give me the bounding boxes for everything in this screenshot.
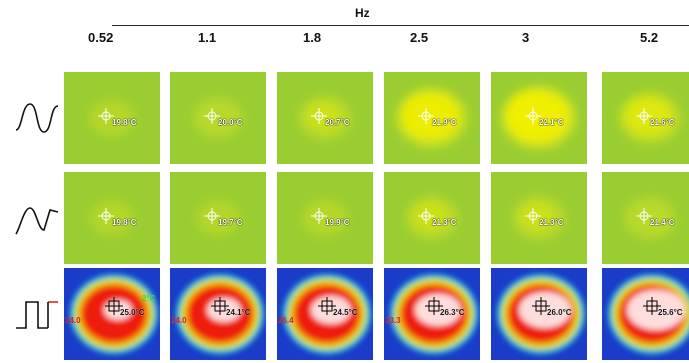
thermal-image-r2-c5: 25.6°C [602, 268, 689, 360]
thermal-image-r2-c4: 26.0°C [491, 268, 587, 360]
temperature-readout: 21.3°C [539, 218, 564, 227]
temperature-readout: 21.6°C [650, 118, 675, 127]
thermal-image-r2-c1: 24.1°C 24.0 [170, 268, 266, 360]
thermal-image-r2-c0: 25.0°C 24.0 2°C [64, 268, 160, 360]
sawtooth-wave-icon [15, 207, 59, 235]
freq-label-2: 1.8 [303, 30, 322, 45]
thermal-image-r1-c0: 19.8°C [64, 172, 160, 264]
freq-label-0: 0.52 [88, 30, 114, 45]
temperature-readout: 19.7°C [218, 218, 243, 227]
temperature-readout: 24.5°C [333, 308, 358, 317]
thermal-image-r0-c5: 21.6°C [602, 72, 689, 164]
thermal-image-r0-c0: 19.8°C [64, 72, 160, 164]
scale-min-readout: 26.4 [278, 316, 294, 325]
temperature-readout: 25.0°C [120, 308, 145, 317]
frequency-header: Hz 0.52 1.1 1.8 2.5 3 5.2 [0, 0, 689, 60]
thermal-image-r1-c1: 19.7°C [170, 172, 266, 264]
scale-max-readout: 2°C [142, 294, 156, 303]
temperature-readout: 24.1°C [226, 308, 251, 317]
scale-min-readout: 24.0 [171, 316, 187, 325]
temperature-readout: 26.3°C [440, 308, 465, 317]
temperature-readout: 21.9°C [432, 118, 457, 127]
temperature-readout: 20.7°C [325, 118, 350, 127]
thermal-image-r0-c2: 20.7°C [277, 72, 373, 164]
temperature-readout: 19.9°C [325, 218, 350, 227]
temperature-readout: 19.8°C [112, 118, 137, 127]
thermal-image-r1-c3: 21.3°C [384, 172, 480, 264]
thermal-image-r2-c2: 24.5°C 26.4 [277, 268, 373, 360]
thermal-image-r1-c4: 21.3°C [491, 172, 587, 264]
scale-min-readout: 23.3 [385, 316, 401, 325]
thermal-image-r0-c4: 22.1°C [491, 72, 587, 164]
header-divider [112, 25, 689, 26]
temperature-readout: 19.8°C [112, 218, 137, 227]
square-wave-icon [16, 301, 58, 329]
scale-min-readout: 24.0 [65, 316, 81, 325]
temperature-readout: 20.0°C [218, 118, 243, 127]
freq-label-4: 3 [522, 30, 530, 45]
freq-label-1: 1.1 [198, 30, 217, 45]
freq-label-5: 5.2 [640, 30, 659, 45]
temperature-readout: 22.1°C [539, 118, 564, 127]
thermal-image-r0-c1: 20.0°C [170, 72, 266, 164]
frequency-unit-label: Hz [355, 6, 370, 20]
sine-wave-icon [15, 103, 59, 133]
thermal-image-r1-c2: 19.9°C [277, 172, 373, 264]
thermal-image-r2-c3: 26.3°C 23.3 [384, 268, 480, 360]
temperature-readout: 21.3°C [432, 218, 457, 227]
temperature-readout: 25.6°C [658, 308, 683, 317]
thermal-image-r1-c5: 21.4°C [602, 172, 689, 264]
temperature-readout: 21.4°C [650, 218, 675, 227]
freq-label-3: 2.5 [410, 30, 429, 45]
thermal-image-r0-c3: 21.9°C [384, 72, 480, 164]
temperature-readout: 26.0°C [547, 308, 572, 317]
